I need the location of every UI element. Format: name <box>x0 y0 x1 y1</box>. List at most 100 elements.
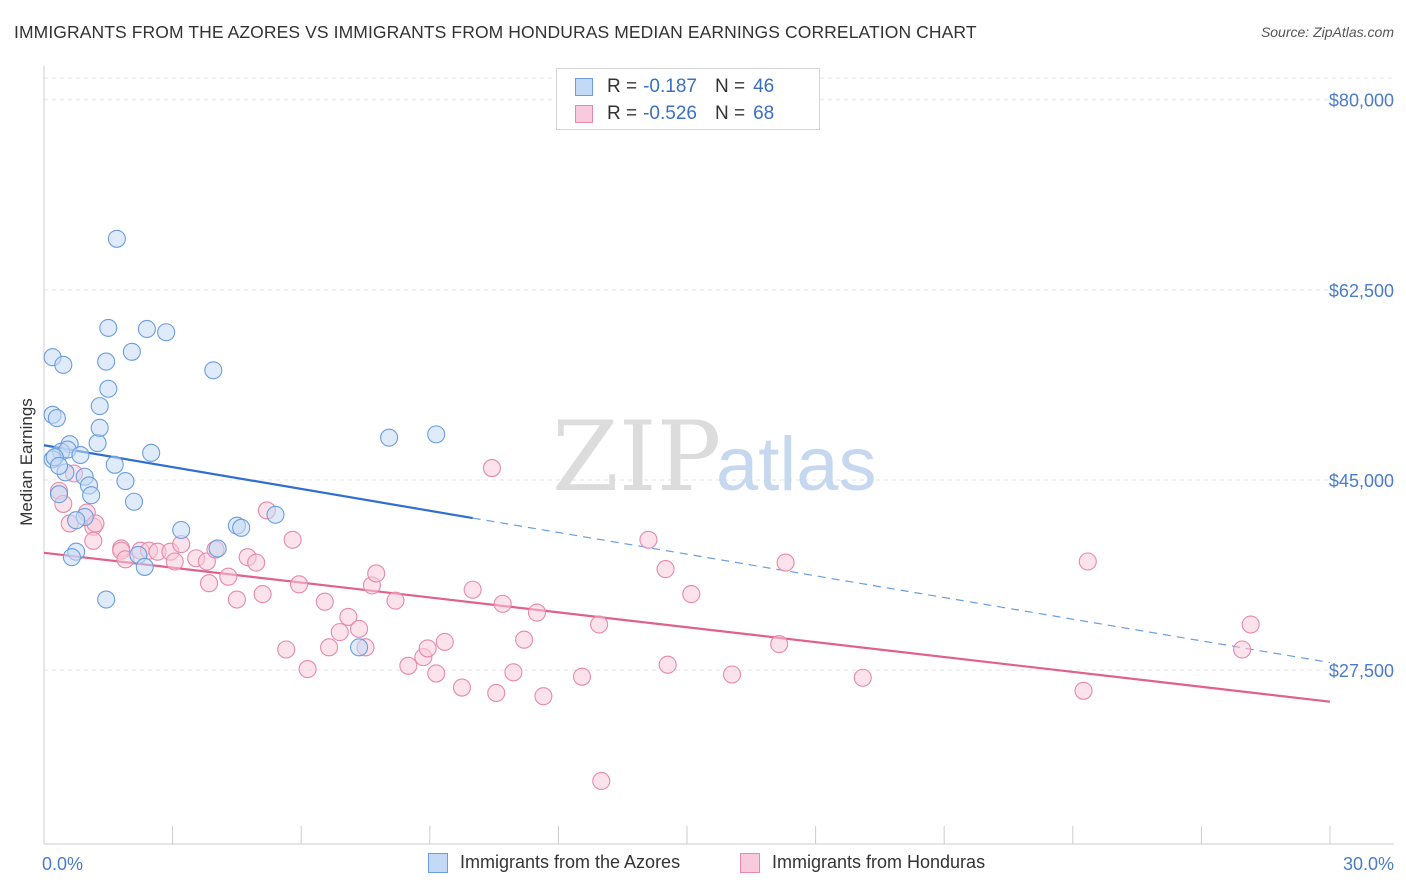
azores-point <box>99 318 118 337</box>
honduras-point <box>386 591 405 610</box>
honduras-point <box>283 530 302 549</box>
azores-point <box>107 229 126 248</box>
honduras-point <box>418 639 437 658</box>
azores-point <box>116 472 135 491</box>
axes <box>43 66 1394 845</box>
r-label: R = <box>607 103 638 124</box>
honduras-point <box>722 665 742 684</box>
honduras-point <box>330 623 349 642</box>
honduras-point <box>590 615 609 634</box>
azores-point <box>47 409 66 428</box>
n-label: N = <box>714 76 746 97</box>
honduras-point <box>770 635 789 654</box>
y-axis-label: Median Earnings <box>17 398 36 526</box>
azores-point <box>124 492 144 511</box>
y-tick-label: $45,000 <box>1329 471 1394 491</box>
honduras-point <box>515 630 534 649</box>
azores-point <box>90 397 109 416</box>
azores-point <box>380 428 399 447</box>
honduras-point <box>656 560 675 579</box>
stats-legend: R = -0.187 N = 46 R = -0.526 N = 68 <box>556 68 820 130</box>
stats-row-azores: R = -0.187 N = 46 <box>575 75 774 99</box>
honduras-point <box>339 607 358 626</box>
azores-point <box>97 352 116 371</box>
honduras-point <box>199 574 219 593</box>
azores-point <box>49 456 69 475</box>
honduras-point <box>399 656 418 675</box>
honduras-point <box>84 531 103 550</box>
azores-point <box>142 443 161 462</box>
honduras-point <box>534 687 553 706</box>
azores-point <box>350 638 369 657</box>
watermark-atlas: atlas <box>716 422 877 507</box>
honduras-point <box>452 678 472 697</box>
honduras-point <box>1078 552 1097 571</box>
azores-point <box>82 486 101 505</box>
r-value: -0.187 <box>643 76 697 97</box>
azores-point <box>97 590 116 609</box>
legend-label-azores: Immigrants from the Azores <box>460 852 681 872</box>
honduras-point <box>463 580 482 599</box>
x-tick-label: 30.0% <box>1343 854 1394 874</box>
honduras-trend-line <box>43 551 1331 703</box>
tick-labels: $27,500 $45,000 $62,500 $80,000 0.0% 30.0% <box>42 91 1394 874</box>
honduras-point <box>227 590 246 609</box>
honduras-point <box>427 664 446 683</box>
honduras-point <box>639 530 658 549</box>
honduras-point <box>219 567 238 586</box>
azores-point <box>122 342 141 361</box>
azores-point <box>54 355 73 374</box>
honduras-point <box>658 655 677 674</box>
azores-swatch <box>575 78 593 96</box>
azores-point <box>204 361 223 380</box>
honduras-point <box>350 619 369 638</box>
honduras-point <box>487 683 506 703</box>
honduras-point <box>1241 615 1260 634</box>
chart-title: IMMIGRANTS FROM THE AZORES VS IMMIGRANTS… <box>14 22 977 42</box>
azores-point <box>157 323 176 342</box>
x-tick-label: 0.0% <box>42 854 83 874</box>
honduras-point <box>482 459 502 478</box>
honduras-point <box>165 552 184 571</box>
honduras-swatch <box>575 105 593 123</box>
legend-item-azores[interactable]: Immigrants from the Azores <box>428 852 680 873</box>
data-points <box>43 229 1260 791</box>
honduras-point <box>504 663 523 682</box>
honduras-point <box>853 668 872 687</box>
honduras-point <box>527 603 547 622</box>
n-value: 68 <box>753 103 775 124</box>
azores-point <box>266 505 285 524</box>
watermark-zip: ZIP <box>552 401 721 513</box>
azores-point <box>49 485 69 504</box>
honduras-point <box>315 592 334 611</box>
honduras-point <box>776 553 795 572</box>
azores-point <box>90 418 109 437</box>
azores-point <box>137 319 156 339</box>
honduras-point <box>367 564 386 583</box>
grid-lines <box>44 77 1394 671</box>
azores-point <box>135 557 154 576</box>
legend-item-honduras[interactable]: Immigrants from Honduras <box>740 852 985 873</box>
azores-point <box>427 425 446 444</box>
honduras-point <box>253 585 272 604</box>
azores-trend-line <box>43 444 473 520</box>
azores-point <box>208 539 227 558</box>
honduras-point <box>572 667 592 686</box>
honduras-point <box>435 632 454 651</box>
stats-row-honduras: R = -0.526 N = 68 <box>575 102 774 126</box>
r-label: R = <box>607 76 638 97</box>
azores-trend-extension <box>472 517 1331 664</box>
watermark: ZIP atlas <box>552 401 877 513</box>
y-tick-label: $80,000 <box>1329 91 1394 111</box>
honduras-point <box>592 771 611 791</box>
honduras-point <box>247 553 266 572</box>
azores-point <box>71 445 90 465</box>
y-tick-label: $27,500 <box>1329 661 1394 681</box>
honduras-point <box>320 638 339 657</box>
n-value: 46 <box>753 76 775 97</box>
honduras-point <box>298 660 317 679</box>
honduras-point <box>1074 681 1093 700</box>
series-legend: Immigrants from the Azores Immigrants fr… <box>0 852 1406 878</box>
azores-point <box>99 379 118 398</box>
